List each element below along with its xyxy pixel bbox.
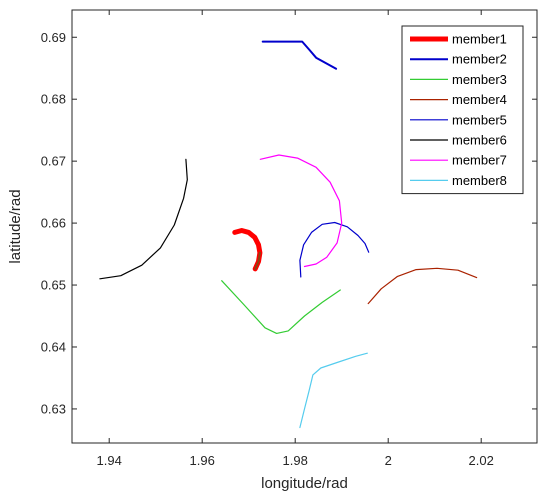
- series-line-member8: [299, 352, 368, 429]
- y-axis-label: latitude/rad: [7, 189, 24, 263]
- legend-box: [401, 25, 524, 195]
- y-tick-label: 0.63: [41, 401, 66, 416]
- y-tick-label: 0.66: [41, 216, 66, 231]
- legend-label-member5: member5: [452, 112, 507, 127]
- series-line-member3: [221, 280, 341, 334]
- y-tick-label: 0.68: [41, 92, 66, 107]
- legend: member1 member2 member3 member4 member5 membe…: [401, 25, 524, 195]
- series-layer: [99, 40, 478, 429]
- series-line-member5: [299, 221, 370, 278]
- legend-label-member8: member8: [452, 173, 507, 188]
- series-line-member6: [99, 158, 188, 280]
- x-axis-label: longitude/rad: [261, 475, 348, 492]
- y-tick-label: 0.67: [41, 154, 66, 169]
- y-tick-label: 0.65: [41, 278, 66, 293]
- axis-ticks: 1.94 1.96 1.98 2 2.02 0.63 0.64 0.65 0.66 0.67 0.6…: [41, 10, 537, 468]
- legend-label-member2: member2: [452, 52, 507, 67]
- legend-label-member4: member4: [452, 92, 507, 107]
- legend-label-member7: member7: [452, 153, 507, 168]
- legend-label-member6: member6: [452, 133, 507, 148]
- y-tick-label: 0.64: [41, 339, 66, 354]
- x-tick-label: 2.02: [469, 453, 494, 468]
- series-line-member4: [367, 267, 478, 305]
- x-tick-label: 1.94: [97, 453, 122, 468]
- legend-label-member3: member3: [452, 72, 507, 87]
- series-line-member2: [261, 40, 338, 70]
- legend-label-member1: member1: [452, 32, 507, 47]
- series-line-member7: [259, 154, 343, 268]
- x-tick-label: 2: [385, 453, 392, 468]
- series-overlay-member1: [254, 251, 261, 270]
- x-tick-label: 1.96: [190, 453, 215, 468]
- x-tick-label: 1.98: [283, 453, 308, 468]
- y-tick-label: 0.69: [41, 30, 66, 45]
